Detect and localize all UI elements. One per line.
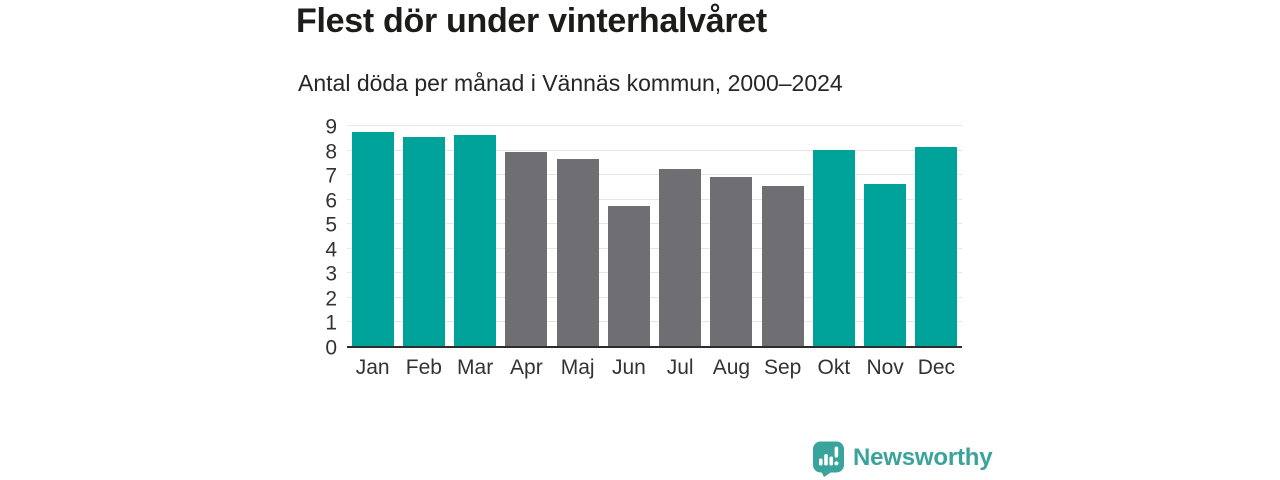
x-axis-label: Feb bbox=[405, 356, 442, 379]
gridline bbox=[347, 272, 962, 274]
y-axis-tick-label: 5 bbox=[325, 213, 337, 237]
y-axis-tick-label: 7 bbox=[325, 164, 337, 188]
bar-chart-speech-bubble-icon bbox=[813, 441, 844, 477]
gridline bbox=[347, 198, 962, 200]
x-axis-label: Okt bbox=[817, 356, 851, 379]
gridline bbox=[347, 149, 962, 151]
bar-okt bbox=[812, 149, 855, 346]
page-title: Flest dör under vinterhalvåret bbox=[296, 2, 767, 40]
plot-area bbox=[347, 125, 962, 348]
gridline bbox=[347, 296, 962, 298]
y-axis-tick-label: 8 bbox=[325, 140, 337, 164]
bar-jun bbox=[607, 206, 650, 346]
newsworthy-logo: Newsworthy bbox=[812, 441, 993, 477]
gridline bbox=[347, 223, 962, 225]
x-axis-label: Jun bbox=[611, 356, 646, 379]
y-axis-tick-label: 3 bbox=[325, 262, 337, 286]
gridline bbox=[347, 247, 962, 249]
x-axis: Jan Feb Mar Apr Maj Jun Jul Aug Sep Okt Nov Dec bbox=[347, 356, 962, 382]
gridline bbox=[347, 125, 962, 126]
bar-maj bbox=[556, 159, 599, 346]
gridline bbox=[347, 321, 962, 323]
bar-aug bbox=[710, 176, 753, 346]
bar-mar bbox=[454, 134, 497, 346]
x-axis-label: Dec bbox=[917, 356, 956, 379]
logo-text: Newsworthy bbox=[853, 444, 993, 471]
y-axis-tick-label: 4 bbox=[325, 238, 337, 262]
x-axis-label: Jan bbox=[355, 356, 390, 379]
y-axis-tick-label: 6 bbox=[325, 189, 337, 213]
bar-feb bbox=[402, 137, 445, 346]
y-axis-tick-label: 0 bbox=[325, 336, 337, 360]
y-axis-tick-label: 1 bbox=[325, 311, 337, 335]
page-subtitle: Antal döda per månad i Vännäs kommun, 20… bbox=[298, 70, 843, 96]
x-axis-label: Jul bbox=[666, 356, 694, 379]
bar-sep bbox=[761, 186, 804, 346]
bar-dec bbox=[915, 147, 958, 346]
bar-nov bbox=[864, 183, 907, 346]
x-axis-label: Nov bbox=[866, 356, 904, 379]
x-axis-label: Sep bbox=[763, 356, 802, 379]
y-axis-tick-label: 9 bbox=[325, 115, 337, 139]
x-axis-label: Apr bbox=[510, 356, 543, 379]
x-axis-label: Maj bbox=[560, 356, 595, 379]
bar-jul bbox=[659, 169, 702, 346]
gridline bbox=[347, 174, 962, 176]
x-axis-label: Aug bbox=[712, 356, 751, 379]
bar-jan bbox=[351, 132, 394, 346]
bar-apr bbox=[505, 152, 548, 346]
x-axis-label: Mar bbox=[457, 356, 494, 379]
y-axis-tick-label: 2 bbox=[325, 287, 337, 311]
